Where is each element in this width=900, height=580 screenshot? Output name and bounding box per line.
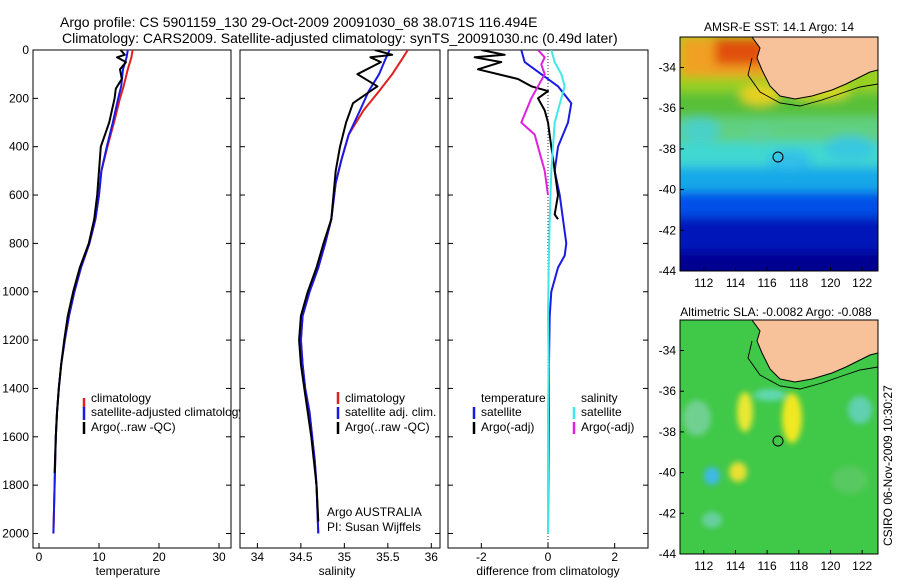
difference-panel-xtick-label: 0: [545, 550, 552, 564]
sst-map-lat-label: -42: [659, 223, 677, 237]
sla-map-lat-label: -40: [659, 466, 677, 480]
salinity-xlabel: salinity: [319, 564, 356, 578]
depth-tick-label: 1600: [2, 430, 29, 444]
temperature-panel-xtick-label: 10: [92, 550, 106, 564]
legend-temperature-heading: temperature: [481, 391, 546, 405]
sla-map-lon-label: 116: [758, 559, 777, 573]
sst-map: AMSR-E SST: 14.1 Argo: 14: [659, 20, 879, 290]
sla-map-lat-label: -44: [659, 547, 677, 561]
difference-panel-salinity-satellite-line: [547, 50, 566, 534]
salinity-panel-xtick-label: 34.5: [289, 550, 313, 564]
sst-map-lon-label: 118: [789, 276, 808, 290]
figure-title-line2: Climatology: CARS2009. Satellite-adjuste…: [62, 30, 618, 46]
argo-position-marker: [772, 435, 784, 447]
depth-tick-label: 1800: [2, 478, 29, 492]
temperature-panel-xtick-label: 20: [152, 550, 166, 564]
land: [751, 37, 878, 100]
depth-tick-label: 1200: [2, 333, 29, 347]
sla-map-lon-label: 122: [852, 559, 872, 573]
salinity-panel-xtick-label: 35.5: [376, 550, 400, 564]
sst-map-lon-label: 122: [852, 276, 872, 290]
depth-tick-label: 1400: [2, 381, 29, 395]
salinity-panel-xtick-label: 36: [425, 550, 439, 564]
difference-panel-xtick-label: 2: [611, 550, 618, 564]
depth-tick-label: 600: [9, 188, 29, 202]
sst-map-lat-label: -34: [659, 61, 677, 75]
difference-panel-salinity-argo-line: [520, 50, 549, 196]
legend-satellite: satellite-adjusted climatology: [91, 405, 244, 419]
depth-tick-label: 800: [9, 236, 29, 250]
depth-tick-label: 0: [22, 43, 29, 57]
difference-panel: -2 0 2 difference from climatology tempera…: [447, 49, 649, 578]
legend-climatology: climatology: [91, 391, 151, 405]
land: [751, 320, 878, 383]
salinity-panel-argo-line: [298, 50, 394, 522]
argo-pi: PI: Susan Wijffels: [327, 520, 421, 534]
sla-map-lat-label: -34: [659, 344, 677, 358]
sla-map-title: Altimetric SLA: -0.0082 Argo: -0.088: [680, 305, 872, 319]
salinity-panel-xtick-label: 34: [251, 550, 265, 564]
salinity-panel: 34 34.5 35 35.5 36 salinity climatology sate…: [239, 49, 441, 578]
difference-xlabel: difference from climatology: [476, 564, 619, 578]
sst-map-title: AMSR-E SST: 14.1 Argo: 14: [704, 20, 854, 34]
salinity-panel-satellite-line: [299, 50, 391, 534]
sla-map: Altimetric SLA: -0.0082 Argo: -0.088 112…: [659, 305, 879, 573]
figure-title-line1: Argo profile: CS 5901159_130 29-Oct-2009…: [60, 14, 537, 30]
legend-salinity-heading: salinity: [581, 391, 618, 405]
sst-map-frame: [679, 36, 879, 272]
argo-position-marker: [772, 151, 784, 163]
sst-map-lat-label: -38: [659, 142, 677, 156]
legend-climatology: climatology: [345, 391, 405, 405]
credit-label: CSIRO 06-Nov-2009 10:30:27: [881, 385, 895, 546]
legend-temp-satellite: satellite: [481, 405, 522, 419]
difference-legend: temperature satellite Argo(-adj) salinit…: [472, 391, 634, 434]
sla-map-lon-label: 118: [789, 559, 808, 573]
sla-map-lon-label: 120: [820, 559, 840, 573]
sst-map-lat-label: -40: [659, 183, 677, 197]
sla-map-lat-label: -42: [659, 506, 677, 520]
depth-tick-label: 2000: [2, 526, 29, 540]
legend-sal-argo: Argo(-adj): [581, 420, 634, 434]
difference-panel-temperature-satellite-line: [520, 50, 573, 534]
difference-panel-temperature-argo-line: [473, 50, 559, 220]
sla-map-lon-label: 112: [694, 559, 713, 573]
sst-map-lon-label: 114: [726, 276, 745, 290]
depth-tick-label: 400: [9, 140, 29, 154]
temperature-legend: climatology satellite-adjusted climatolo…: [82, 391, 244, 434]
depth-tick-label: 1000: [2, 285, 29, 299]
sst-map-lat-label: -44: [659, 264, 677, 278]
sla-map-lat-label: -38: [659, 425, 677, 439]
sla-map-frame: [679, 319, 879, 555]
sla-map-lon-label: 114: [726, 559, 745, 573]
legend-argo: Argo(..raw -QC): [345, 420, 430, 434]
sst-map-lon-label: 112: [694, 276, 713, 290]
temperature-panel-xtick-label: 30: [212, 550, 226, 564]
depth-tick-label: 200: [9, 91, 29, 105]
legend-sal-satellite: satellite: [581, 405, 622, 419]
temperature-xlabel: temperature: [96, 564, 161, 578]
argo-institution: Argo AUSTRALIA: [327, 505, 422, 519]
temperature-panel-xtick-label: 0: [36, 550, 43, 564]
temperature-panel-argo-line: [53, 50, 127, 474]
temperature-axes-box: [32, 49, 232, 549]
salinity-panel-xtick-label: 35: [338, 550, 352, 564]
legend-temp-argo: Argo(-adj): [481, 420, 534, 434]
temperature-panel: 0 10 20 30 0 200 400 600 800 1000 1200 1400 1600 1800…: [2, 43, 244, 578]
salinity-axes-box: [239, 49, 441, 549]
sst-map-lon-label: 120: [820, 276, 840, 290]
legend-argo: Argo(..raw -QC): [91, 420, 176, 434]
legend-satellite-adj: satellite adj. clim.: [345, 405, 436, 419]
sst-map-lat-label: -36: [659, 101, 677, 115]
sla-map-lat-label: -36: [659, 384, 677, 398]
coast-contour: [747, 57, 878, 107]
salinity-legend: climatology satellite adj. clim. Argo(..…: [336, 391, 436, 434]
coast-contour: [747, 340, 878, 390]
sst-map-lon-label: 116: [758, 276, 777, 290]
difference-panel-xtick-label: -2: [476, 550, 487, 564]
